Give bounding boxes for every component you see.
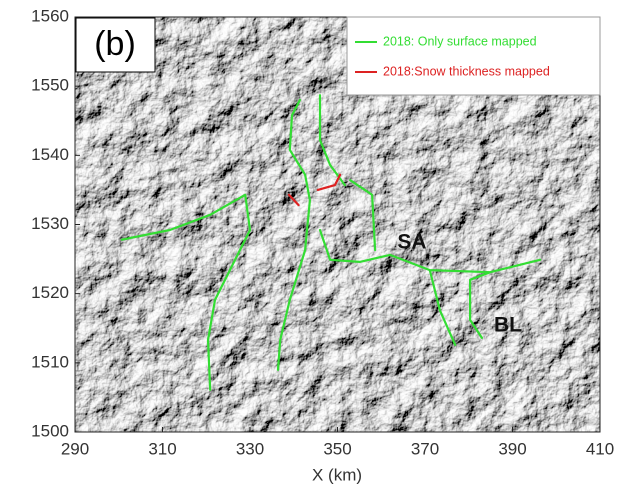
site-label: BL [494, 314, 522, 337]
x-tick-label: 350 [323, 439, 351, 458]
y-tick-label: 1550 [31, 76, 69, 95]
x-axis-label: X (km) [312, 465, 362, 484]
y-tick-label: 1530 [31, 214, 69, 233]
legend-box [346, 16, 601, 96]
y-tick-label: 1560 [31, 6, 69, 25]
track-line [120, 94, 542, 391]
legend-label: 2018:Snow thickness mapped [383, 64, 550, 78]
x-tick-label: 390 [498, 439, 526, 458]
x-tick-label: 310 [148, 439, 176, 458]
x-tick-label: 290 [61, 439, 89, 458]
track-line [287, 173, 342, 207]
y-tick-label: 1520 [31, 283, 69, 302]
legend-label: 2018: Only surface mapped [383, 34, 537, 48]
panel-label-box [75, 17, 156, 73]
y-tick-label: 1510 [31, 352, 69, 371]
y-tick-label: 1500 [31, 421, 69, 440]
x-tick-label: 410 [586, 439, 614, 458]
y-tick-label: 1540 [31, 145, 69, 164]
x-tick-label: 370 [411, 439, 439, 458]
x-tick-label: 330 [236, 439, 264, 458]
site-label: SA [397, 231, 426, 254]
panel-label: (b) [94, 25, 136, 63]
